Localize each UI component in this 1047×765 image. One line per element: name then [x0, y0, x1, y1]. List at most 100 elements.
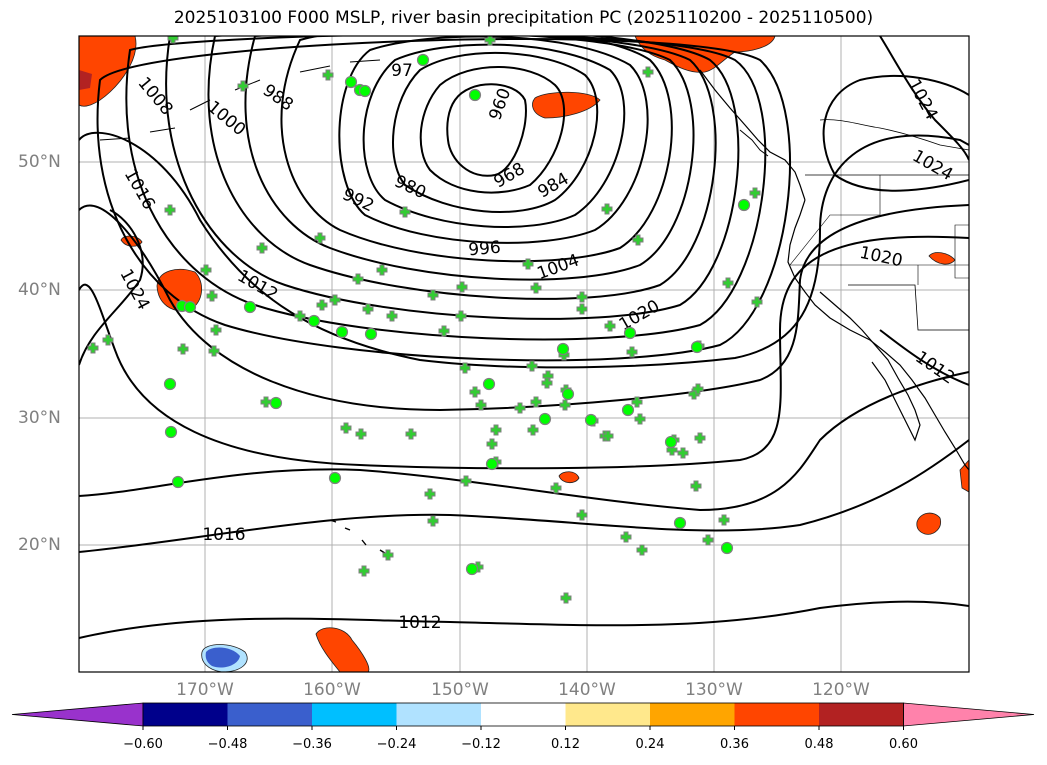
colorbar-segment — [396, 703, 482, 726]
station-cross-marker — [631, 396, 643, 408]
station-dot-marker — [335, 325, 349, 339]
colorbar-extend-high — [903, 702, 1035, 727]
colorbar-tick-label: −0.60 — [123, 737, 163, 752]
border-state-2 — [917, 224, 969, 285]
coastline-vancouver-island — [739, 129, 769, 157]
station-cross-marker — [751, 296, 763, 308]
station-cross-marker — [256, 242, 268, 254]
station-cross-marker — [749, 187, 761, 199]
colorbar-segment — [227, 703, 313, 726]
border-state-1 — [789, 175, 969, 266]
isobar-992 — [244, 36, 695, 281]
station-cross-marker — [206, 290, 218, 302]
colorbar-tick-label: −0.24 — [376, 737, 417, 752]
isobar-1020-a — [79, 235, 969, 470]
station-cross-marker — [475, 399, 487, 411]
station-dot-marker — [584, 413, 598, 427]
station-cross-marker — [626, 346, 638, 358]
station-cross-marker — [526, 360, 538, 372]
station-dot-marker — [664, 435, 678, 449]
station-cross-marker — [459, 362, 471, 374]
isobar-1004 — [125, 36, 767, 341]
coastline-alaska-panhandle — [699, 69, 806, 201]
station-cross-marker — [636, 544, 648, 556]
station-cross-marker — [427, 289, 439, 301]
station-cross-marker — [484, 36, 496, 46]
colorbar-tick-label: 0.48 — [804, 737, 834, 752]
lon-label-170w: 170°W — [176, 680, 234, 700]
station-cross-marker — [576, 509, 588, 521]
station-dot-marker — [737, 198, 751, 212]
lon-label-130w: 130°W — [685, 680, 743, 700]
isobar-960 — [446, 83, 527, 177]
station-cross-marker — [208, 345, 220, 357]
station-cross-marker — [362, 303, 374, 315]
station-cross-marker — [527, 424, 539, 436]
station-dot-marker — [673, 516, 687, 530]
station-cross-marker — [530, 396, 542, 408]
map-panel — [79, 36, 969, 672]
station-dot-marker — [623, 326, 637, 340]
isobar-1000 — [165, 36, 740, 320]
station-cross-marker — [702, 534, 714, 546]
colorbar-segment — [481, 703, 566, 726]
isobar-988 — [280, 36, 673, 263]
isobar-1020-b — [79, 371, 969, 512]
station-cross-marker — [486, 438, 498, 450]
isobar-label: 1016 — [202, 525, 245, 545]
station-cross-marker — [634, 413, 646, 425]
station-cross-marker — [718, 514, 730, 526]
precip-patch-mid — [558, 471, 580, 484]
colorbar-tick-label: 0.36 — [720, 737, 749, 752]
colorbar-tick-label: −0.12 — [461, 737, 501, 752]
station-cross-marker — [576, 303, 588, 315]
coastlines — [99, 59, 969, 556]
station-dot-marker — [690, 340, 704, 354]
lon-label-150w: 150°W — [431, 680, 489, 700]
station-cross-marker — [424, 488, 436, 500]
station-dot-marker — [468, 88, 482, 102]
lon-label-140w: 140°W — [558, 680, 616, 700]
isobar-label: 1012 — [398, 613, 441, 633]
station-cross-marker — [237, 80, 249, 92]
colorbar-segment — [650, 703, 735, 726]
station-dot-marker — [307, 314, 321, 328]
station-dot-marker — [269, 396, 283, 410]
station-cross-marker — [164, 204, 176, 216]
precip-patch-gulf — [532, 91, 601, 119]
station-cross-marker — [260, 396, 272, 408]
station-dot-marker — [328, 471, 342, 485]
station-cross-marker — [382, 549, 394, 561]
station-cross-marker — [550, 482, 562, 494]
station-cross-marker — [604, 320, 616, 332]
station-dot-marker — [364, 327, 378, 341]
station-cross-marker — [167, 36, 179, 44]
station-cross-marker — [210, 324, 222, 336]
colorbar-frame — [142, 702, 904, 727]
precip-patch-blue-core — [205, 647, 240, 668]
station-dot-marker — [416, 53, 430, 67]
lat-label-20n: 20°N — [18, 535, 61, 555]
station-cross-marker — [405, 428, 417, 440]
station-cross-marker — [692, 383, 704, 395]
station-cross-marker — [522, 258, 534, 270]
isobar-1024-c — [822, 74, 969, 192]
station-dot-marker — [621, 403, 635, 417]
precip-patch-hawaii — [315, 627, 370, 672]
isobar-996 — [207, 36, 717, 300]
colorbar-tick-label: 0.60 — [889, 737, 918, 752]
station-cross-marker — [602, 430, 614, 442]
border-us-mexico — [848, 284, 969, 331]
station-cross-marker — [399, 206, 411, 218]
map-frame — [78, 35, 970, 673]
lon-label-120w: 120°W — [812, 680, 870, 700]
lat-label-50n: 50°N — [18, 152, 61, 172]
isobar-1012-b — [79, 600, 969, 639]
precip-patch-nw-core — [79, 70, 92, 90]
isobar-label: 996 — [468, 238, 502, 261]
colorbar-tick-label: −0.36 — [292, 737, 332, 752]
isobar-1024-b — [879, 36, 969, 161]
station-dot-marker — [561, 387, 575, 401]
isobars — [79, 36, 969, 639]
